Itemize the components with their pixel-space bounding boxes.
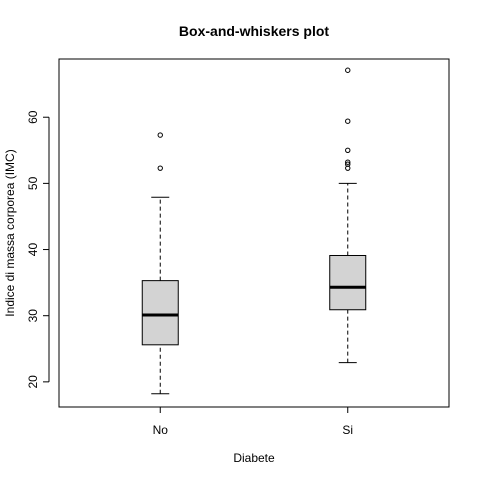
y-tick-label: 50: [26, 176, 40, 190]
outlier-point: [157, 165, 163, 171]
x-axis-label: Diabete: [233, 451, 275, 465]
outlier-point: [345, 118, 351, 124]
y-axis-label: Indice di massa corporea (IMC): [3, 149, 17, 316]
x-tick-label: No: [153, 423, 169, 437]
box-si: [329, 67, 367, 364]
boxes-group: [141, 67, 367, 395]
y-tick-label: 20: [26, 375, 40, 389]
x-axis: No Si: [153, 406, 353, 437]
box-no: [141, 132, 179, 395]
outlier-point: [345, 147, 351, 154]
outlier-point: [157, 132, 163, 138]
outlier-point: [345, 67, 351, 73]
y-tick-label: 30: [26, 309, 40, 323]
outlier-point: [345, 161, 351, 167]
chart-title: Box-and-whiskers plot: [179, 23, 329, 39]
iqr-box: [141, 280, 179, 346]
y-tick-label: 40: [26, 243, 40, 257]
plot-frame: [58, 58, 450, 408]
y-axis: 20 30 40 50 60: [26, 110, 50, 389]
outlier-point: [345, 159, 351, 165]
x-tick-label: Si: [342, 423, 353, 437]
iqr-box: [329, 254, 367, 311]
y-tick-label: 60: [26, 110, 40, 124]
